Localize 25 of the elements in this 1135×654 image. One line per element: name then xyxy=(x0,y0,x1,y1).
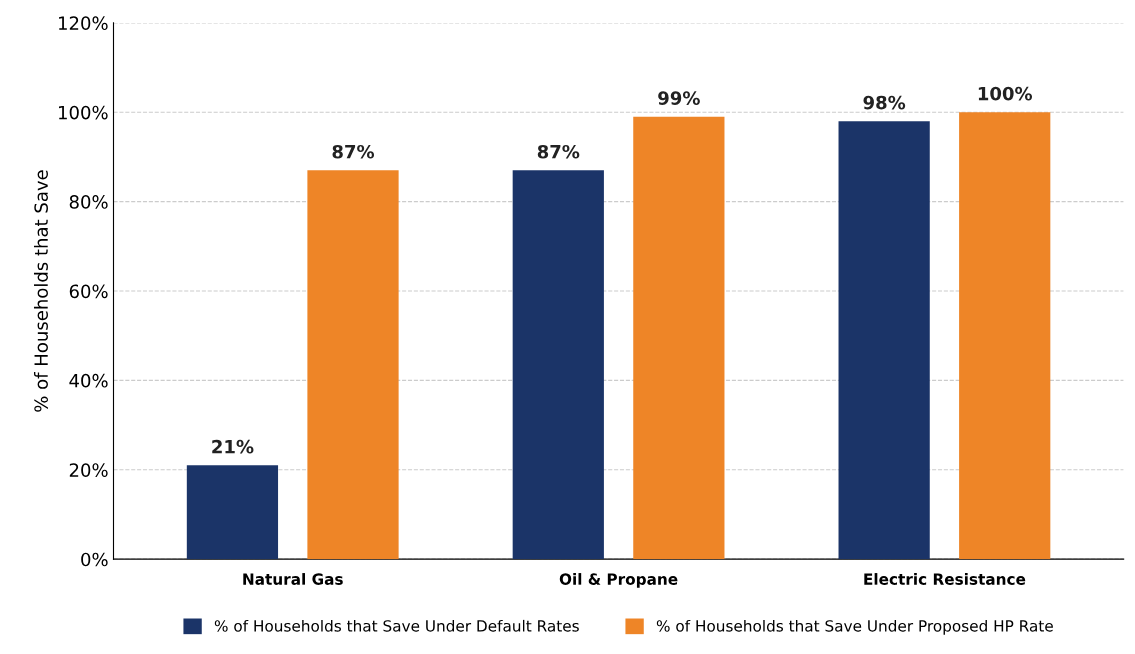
y-tick-label: 20% xyxy=(69,463,108,477)
y-tick-label: 100% xyxy=(59,105,108,120)
y-tick-label: 120% xyxy=(59,16,108,31)
x-tick-label: Electric Resistance xyxy=(864,573,1026,585)
data-label: 100% xyxy=(978,86,1033,101)
bar xyxy=(633,116,725,560)
x-tick-label: Oil & Propane xyxy=(559,573,678,588)
y-tick-label: 80% xyxy=(69,195,108,209)
bar xyxy=(186,465,279,560)
y-tick-label: 60% xyxy=(69,284,108,299)
bar xyxy=(512,170,604,560)
legend-label: % of Households that Save Under Default Rates xyxy=(214,619,579,632)
legend-label: % of Households that Save Under Proposed HP Rate xyxy=(656,619,1053,635)
bar xyxy=(838,121,930,560)
y-tick-label: 40% xyxy=(69,373,108,388)
data-label: 87% xyxy=(537,144,580,159)
bar xyxy=(959,112,1051,560)
y-axis-title: % of Households that Save xyxy=(33,170,48,412)
y-tick-label: 0% xyxy=(81,552,108,567)
data-label: 98% xyxy=(863,95,906,110)
bar xyxy=(307,170,399,560)
data-label: 87% xyxy=(332,144,375,159)
x-tick-label: Natural Gas xyxy=(243,573,343,585)
data-label: 21% xyxy=(212,439,254,454)
data-label: 99% xyxy=(658,91,700,105)
